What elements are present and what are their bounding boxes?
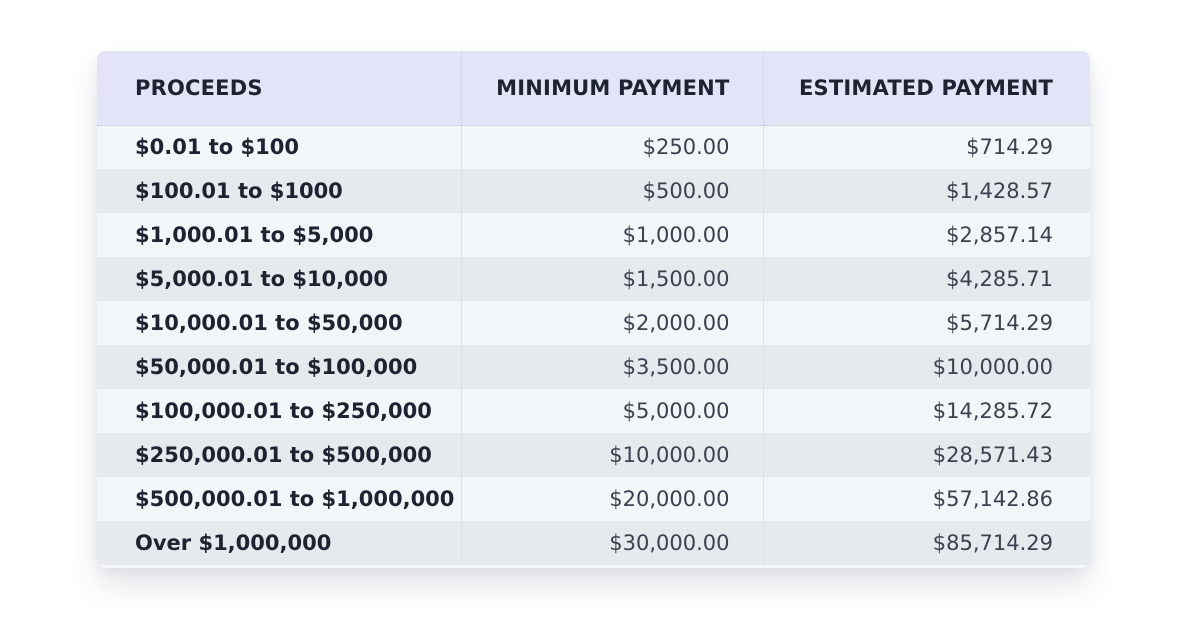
- table-row: $50,000.01 to $100,000 $3,500.00 $10,000.0…: [97, 345, 1090, 389]
- table-row: $0.01 to $100 $250.00 $714.29: [97, 125, 1090, 169]
- table-header: PROCEEDS MINIMUM PAYMENT ESTIMATED PAYME…: [97, 51, 1090, 126]
- table-row: $500,000.01 to $1,000,000 $20,000.00 $57,1…: [97, 477, 1090, 521]
- table-row: $5,000.01 to $10,000 $1,500.00 $4,285.71: [97, 257, 1090, 301]
- minimum-payment-cell: $2,000.00: [460, 301, 763, 345]
- table-row: $250,000.01 to $500,000 $10,000.00 $28,571…: [97, 433, 1090, 477]
- estimated-payment-cell: $2,857.14: [762, 213, 1090, 257]
- minimum-payment-cell: $20,000.00: [460, 477, 763, 521]
- proceeds-cell: $50,000.01 to $100,000: [135, 355, 418, 379]
- estimated-payment-cell: $85,714.29: [762, 521, 1090, 565]
- minimum-payment-cell: $3,500.00: [460, 345, 763, 389]
- payment-table-card: PROCEEDS MINIMUM PAYMENT ESTIMATED PAYME…: [97, 51, 1090, 568]
- proceeds-cell: $100.01 to $1000: [135, 179, 343, 203]
- minimum-payment-cell: $10,000.00: [460, 433, 763, 477]
- column-header-minimum-payment: MINIMUM PAYMENT: [460, 51, 763, 126]
- table-row: $1,000.01 to $5,000 $1,000.00 $2,857.14: [97, 213, 1090, 257]
- column-header-proceeds: PROCEEDS: [97, 51, 461, 126]
- minimum-payment-cell: $1,500.00: [460, 257, 763, 301]
- proceeds-cell: $5,000.01 to $10,000: [135, 267, 388, 291]
- proceeds-cell: $100,000.01 to $250,000: [135, 399, 432, 423]
- table-row: $100,000.01 to $250,000 $5,000.00 $14,285.…: [97, 389, 1090, 433]
- table-body: $0.01 to $100 $250.00 $714.29 $100.01 to $1…: [97, 125, 1090, 565]
- minimum-payment-cell: $500.00: [460, 169, 763, 213]
- estimated-payment-cell: $28,571.43: [762, 433, 1090, 477]
- column-header-estimated-payment: ESTIMATED PAYMENT: [762, 51, 1090, 126]
- proceeds-cell: Over $1,000,000: [135, 531, 332, 555]
- estimated-payment-cell: $1,428.57: [762, 169, 1090, 213]
- proceeds-cell: $250,000.01 to $500,000: [135, 443, 432, 467]
- minimum-payment-cell: $30,000.00: [460, 521, 763, 565]
- header-row: PROCEEDS MINIMUM PAYMENT ESTIMATED PAYME…: [97, 51, 1090, 126]
- estimated-payment-cell: $4,285.71: [762, 257, 1090, 301]
- proceeds-cell: $500,000.01 to $1,000,000: [135, 487, 455, 511]
- payment-table: PROCEEDS MINIMUM PAYMENT ESTIMATED PAYME…: [97, 51, 1090, 565]
- table-row: $100.01 to $1000 $500.00 $1,428.57: [97, 169, 1090, 213]
- estimated-payment-cell: $5,714.29: [762, 301, 1090, 345]
- minimum-payment-cell: $5,000.00: [460, 389, 763, 433]
- proceeds-cell: $1,000.01 to $5,000: [135, 223, 374, 247]
- estimated-payment-cell: $10,000.00: [762, 345, 1090, 389]
- proceeds-cell: $10,000.01 to $50,000: [135, 311, 403, 335]
- proceeds-cell: $0.01 to $100: [135, 135, 299, 160]
- table-row: Over $1,000,000 $30,000.00 $85,714.29: [97, 521, 1090, 565]
- minimum-payment-cell: $250.00: [460, 125, 763, 169]
- estimated-payment-cell: $714.29: [762, 125, 1090, 169]
- table-row: $10,000.01 to $50,000 $2,000.00 $5,714.29: [97, 301, 1090, 345]
- estimated-payment-cell: $57,142.86: [762, 477, 1090, 521]
- estimated-payment-cell: $14,285.72: [762, 389, 1090, 433]
- minimum-payment-cell: $1,000.00: [460, 213, 763, 257]
